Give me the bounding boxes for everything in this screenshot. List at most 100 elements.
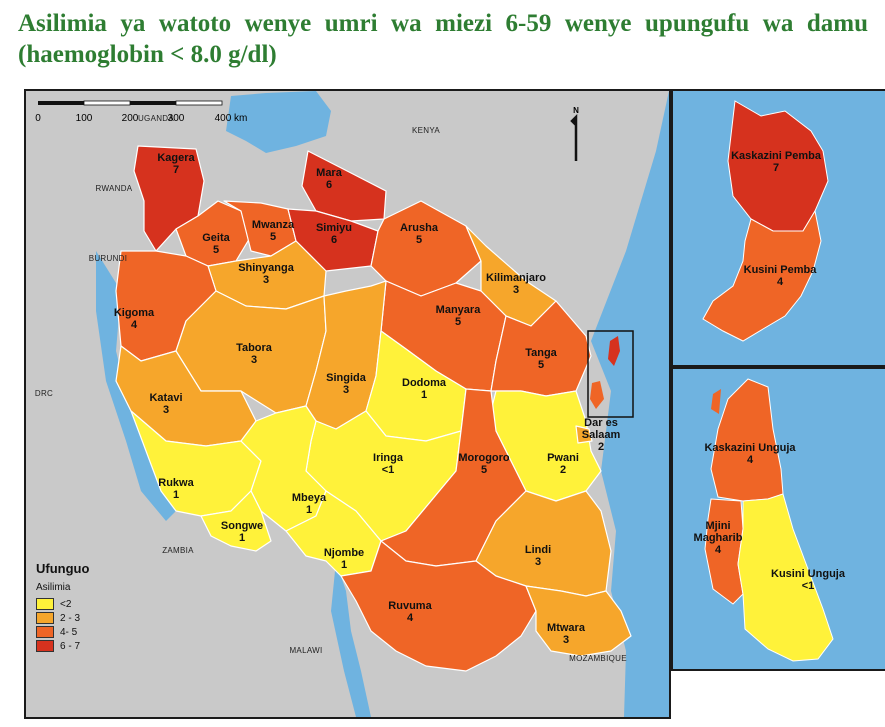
region-value: 7 xyxy=(173,164,179,176)
legend-label: 6 - 7 xyxy=(60,640,81,652)
region-label-geita: Geita 5 xyxy=(202,232,230,256)
region-label-mbeya: Mbeya 1 xyxy=(292,492,327,516)
region-label-njombe: Njombe 1 xyxy=(324,547,364,571)
region-label-mwanza: Mwanza 5 xyxy=(252,219,295,243)
legend-item: <2 xyxy=(36,597,116,611)
region-label-kaskazini-pemba: Kaskazini Pemba 7 xyxy=(731,150,822,174)
legend-label: 4- 5 xyxy=(60,626,78,638)
pemba-labels: Kaskazini Pemba 7 Kusini Pemba 4 xyxy=(731,150,822,288)
legend-swatch xyxy=(36,626,54,638)
region-mtwara xyxy=(525,585,632,657)
region-label-songwe: Songwe 1 xyxy=(221,520,263,544)
region-value: 3 xyxy=(563,634,569,646)
region-mara xyxy=(301,150,387,222)
map-title: Asilimia ya watoto wenye umri wa miezi 6… xyxy=(18,10,868,68)
country-label-rwanda: RWANDA xyxy=(96,184,133,193)
country-label-uganda: UGANDA xyxy=(138,114,174,123)
country-label-kenya: KENYA xyxy=(412,126,440,135)
unguja-island-mini xyxy=(590,381,604,409)
region-value: <1 xyxy=(382,464,395,476)
region-dar-es-salaam xyxy=(575,425,593,444)
unguja-inset-svg: Kaskazini Unguja 4 Mjini Magharib 4 Kusini Un… xyxy=(673,369,885,669)
region-label-simiyu: Simiyu 6 xyxy=(316,222,352,246)
legend-item: 4- 5 xyxy=(36,625,116,639)
main-map-svg: UGANDA KENYA RWANDA BURUNDI DRC ZAMBIA M… xyxy=(26,91,669,717)
inset-locator-box xyxy=(587,330,634,418)
region-value: 1 xyxy=(173,489,179,501)
region-value: 1 xyxy=(341,559,347,571)
scale-segment xyxy=(130,101,176,105)
region-label-katavi: Katavi 3 xyxy=(149,392,182,416)
region-mjini-magharib xyxy=(704,498,744,605)
country-label-burundi: BURUNDI xyxy=(89,254,128,263)
region-value: 4 xyxy=(131,319,138,331)
indian-ocean xyxy=(591,91,669,717)
lake-victoria xyxy=(226,91,331,153)
region-label-dodoma: Dodoma 1 xyxy=(402,377,447,401)
scale-ticks: 0 100 200 300 400 km xyxy=(35,113,247,124)
region-value: 6 xyxy=(326,179,332,191)
region-label-mtwara: Mtwara 3 xyxy=(547,622,586,646)
region-labels: Kagera 7 Mara 6 Geita 5 Mwanza 5 Simiyu 6 Arusha 5 S… xyxy=(114,152,621,646)
region-value: 4 xyxy=(407,612,414,624)
region-value: 2 xyxy=(560,464,566,476)
region-value: 4 xyxy=(777,276,784,288)
region-label-mara: Mara 6 xyxy=(316,167,343,191)
region-value: 4 xyxy=(715,544,722,556)
unguja-labels: Kaskazini Unguja 4 Mjini Magharib 4 Kusini Un… xyxy=(694,442,846,592)
scale-tick-label: 200 xyxy=(122,113,139,124)
region-value: 2 xyxy=(598,441,604,453)
region-label-manyara: Manyara 5 xyxy=(436,304,482,328)
region-value: 5 xyxy=(538,359,544,371)
scale-tick-label: 0 xyxy=(35,113,41,124)
region-label-singida: Singida 3 xyxy=(326,372,367,396)
region-label-rukwa: Rukwa 1 xyxy=(158,477,194,501)
scale-segment xyxy=(83,100,131,106)
region-value: 3 xyxy=(513,284,519,296)
region-label-kilimanjaro: Kilimanjaro 3 xyxy=(486,272,546,296)
region-label-dar-es-salaam: Dar es Salaam 2 xyxy=(582,417,621,453)
country-label-malawi: MALAWI xyxy=(289,646,322,655)
region-value: 1 xyxy=(421,389,427,401)
region-value: 5 xyxy=(416,234,422,246)
legend-subtitle: Asilimia xyxy=(36,582,71,593)
legend-title: Ufunguo xyxy=(36,561,90,576)
scale-segment xyxy=(38,101,84,105)
region-value: 3 xyxy=(263,274,269,286)
region-label-mjini-magharib: Mjini Magharib 4 xyxy=(694,520,743,556)
region-value: 3 xyxy=(343,384,349,396)
country-label-zambia: ZAMBIA xyxy=(162,546,194,555)
region-value: <1 xyxy=(802,580,815,592)
islet xyxy=(711,389,721,414)
pemba-island-mini xyxy=(608,336,620,366)
region-label-ruvuma: Ruvuma 4 xyxy=(388,600,432,624)
tanzania-regions xyxy=(115,145,632,672)
legend-swatch xyxy=(36,640,54,652)
region-label-arusha: Arusha 5 xyxy=(400,222,439,246)
legend-item: 6 - 7 xyxy=(36,639,116,653)
region-label-kigoma: Kigoma 4 xyxy=(114,307,155,331)
region-label-kusini-pemba: Kusini Pemba 4 xyxy=(744,264,818,288)
region-label-lindi: Lindi 3 xyxy=(525,544,551,568)
north-arrow-label: N xyxy=(573,106,579,115)
region-value: 5 xyxy=(270,231,276,243)
legend-swatch xyxy=(36,612,54,624)
legend-label: <2 xyxy=(60,598,72,610)
region-kusini-unguja xyxy=(737,493,834,662)
region-value: 5 xyxy=(455,316,461,328)
region-label-tanga: Tanga 5 xyxy=(525,347,557,371)
region-value: 1 xyxy=(306,504,312,516)
country-label-drc: DRC xyxy=(35,389,53,398)
pemba-inset-svg: Kaskazini Pemba 7 Kusini Pemba 4 xyxy=(673,91,885,365)
scale-segment xyxy=(175,100,223,106)
pemba-inset: Kaskazini Pemba 7 Kusini Pemba 4 xyxy=(671,89,885,367)
legend: Ufunguo Asilimia <2 2 - 3 4- 5 6 - 7 xyxy=(36,561,116,653)
region-value: 5 xyxy=(481,464,487,476)
region-label-iringa: Iringa <1 xyxy=(373,452,404,476)
lake-nyasa xyxy=(331,561,371,717)
region-kagera xyxy=(133,145,205,252)
legend-swatch xyxy=(36,598,54,610)
legend-label: 2 - 3 xyxy=(60,612,81,624)
region-value: 3 xyxy=(251,354,257,366)
region-value: 7 xyxy=(773,162,779,174)
